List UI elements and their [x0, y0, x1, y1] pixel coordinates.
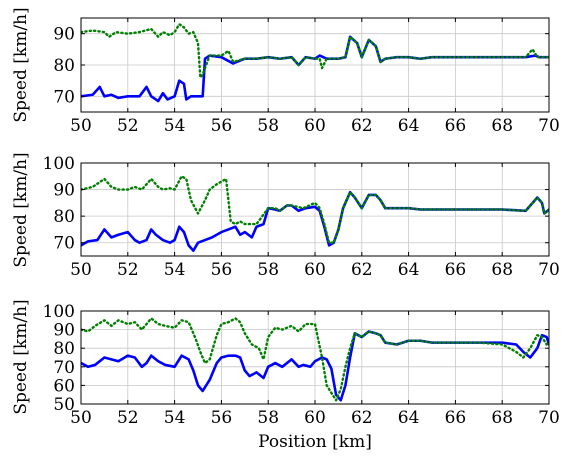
- x-tick-label: 50: [70, 408, 92, 428]
- x-tick-label: 54: [164, 260, 186, 280]
- x-tick-label: 56: [211, 260, 233, 280]
- x-axis-label: Position [km]: [258, 432, 372, 452]
- y-axis-label: Speed [km/h]: [11, 152, 31, 267]
- y-tick-label: 60: [53, 376, 75, 396]
- x-tick-label: 58: [257, 408, 279, 428]
- x-tick-label: 62: [351, 408, 373, 428]
- dotted-speed-line: [81, 175, 549, 244]
- x-tick-label: 56: [211, 116, 233, 136]
- x-tick-label: 68: [491, 260, 513, 280]
- x-tick-label: 64: [398, 116, 420, 136]
- x-tick-label: 52: [117, 116, 139, 136]
- y-tick-label: 80: [53, 56, 75, 76]
- speed-panel-2: 50 52 54 56 58 60 62 64 66 68 70 70 80 90 100 Speed [km…: [11, 152, 560, 280]
- x-tick-label: 70: [538, 116, 560, 136]
- dotted-speed-line: [81, 317, 549, 402]
- y-tick-label: 80: [53, 207, 75, 227]
- dotted-speed-line: [81, 23, 549, 79]
- x-tick-label: 58: [257, 260, 279, 280]
- y-tick-label: 100: [43, 154, 75, 174]
- x-tick-label: 52: [117, 408, 139, 428]
- y-tick-label: 50: [53, 395, 75, 415]
- y-tick-label: 90: [53, 25, 75, 45]
- y-tick-label: 80: [53, 339, 75, 359]
- x-tick-label: 56: [211, 408, 233, 428]
- y-tick-label: 90: [53, 321, 75, 341]
- y-tick-label: 70: [53, 234, 75, 254]
- x-tick-label: 70: [538, 408, 560, 428]
- y-tick-label: 70: [53, 358, 75, 378]
- x-tick-label: 68: [491, 408, 513, 428]
- x-tick-label: 66: [445, 408, 467, 428]
- x-tick-label: 52: [117, 260, 139, 280]
- x-tick-label: 66: [445, 260, 467, 280]
- x-tick-label: 62: [351, 116, 373, 136]
- x-tick-label: 66: [445, 116, 467, 136]
- y-axis-label: Speed [km/h]: [11, 299, 31, 414]
- x-tick-label: 54: [164, 408, 186, 428]
- y-tick-label: 90: [53, 181, 75, 201]
- x-tick-label: 54: [164, 116, 186, 136]
- speed-panel-3: 50 52 54 56 58 60 62 64 66 68 705060708090100Speed…: [11, 299, 560, 452]
- x-tick-label: 62: [351, 260, 373, 280]
- x-tick-label: 64: [398, 260, 420, 280]
- solid-speed-line: [81, 190, 549, 252]
- x-tick-label: 50: [70, 116, 92, 136]
- x-tick-label: 58: [257, 116, 279, 136]
- x-tick-label: 70: [538, 260, 560, 280]
- x-tick-label: 64: [398, 408, 420, 428]
- x-tick-label: 60: [304, 408, 326, 428]
- y-axis-label: Speed [km/h]: [11, 7, 31, 122]
- x-tick-label: 60: [304, 260, 326, 280]
- x-tick-label: 50: [70, 260, 92, 280]
- x-tick-label: 60: [304, 116, 326, 136]
- y-tick-label: 70: [53, 87, 75, 107]
- x-tick-label: 68: [491, 116, 513, 136]
- y-tick-label: 100: [43, 302, 75, 322]
- speed-panel-1: 50 52 54 56 58 60 62 64 66 68 70 70 80 90 Speed [km/h]: [11, 7, 560, 136]
